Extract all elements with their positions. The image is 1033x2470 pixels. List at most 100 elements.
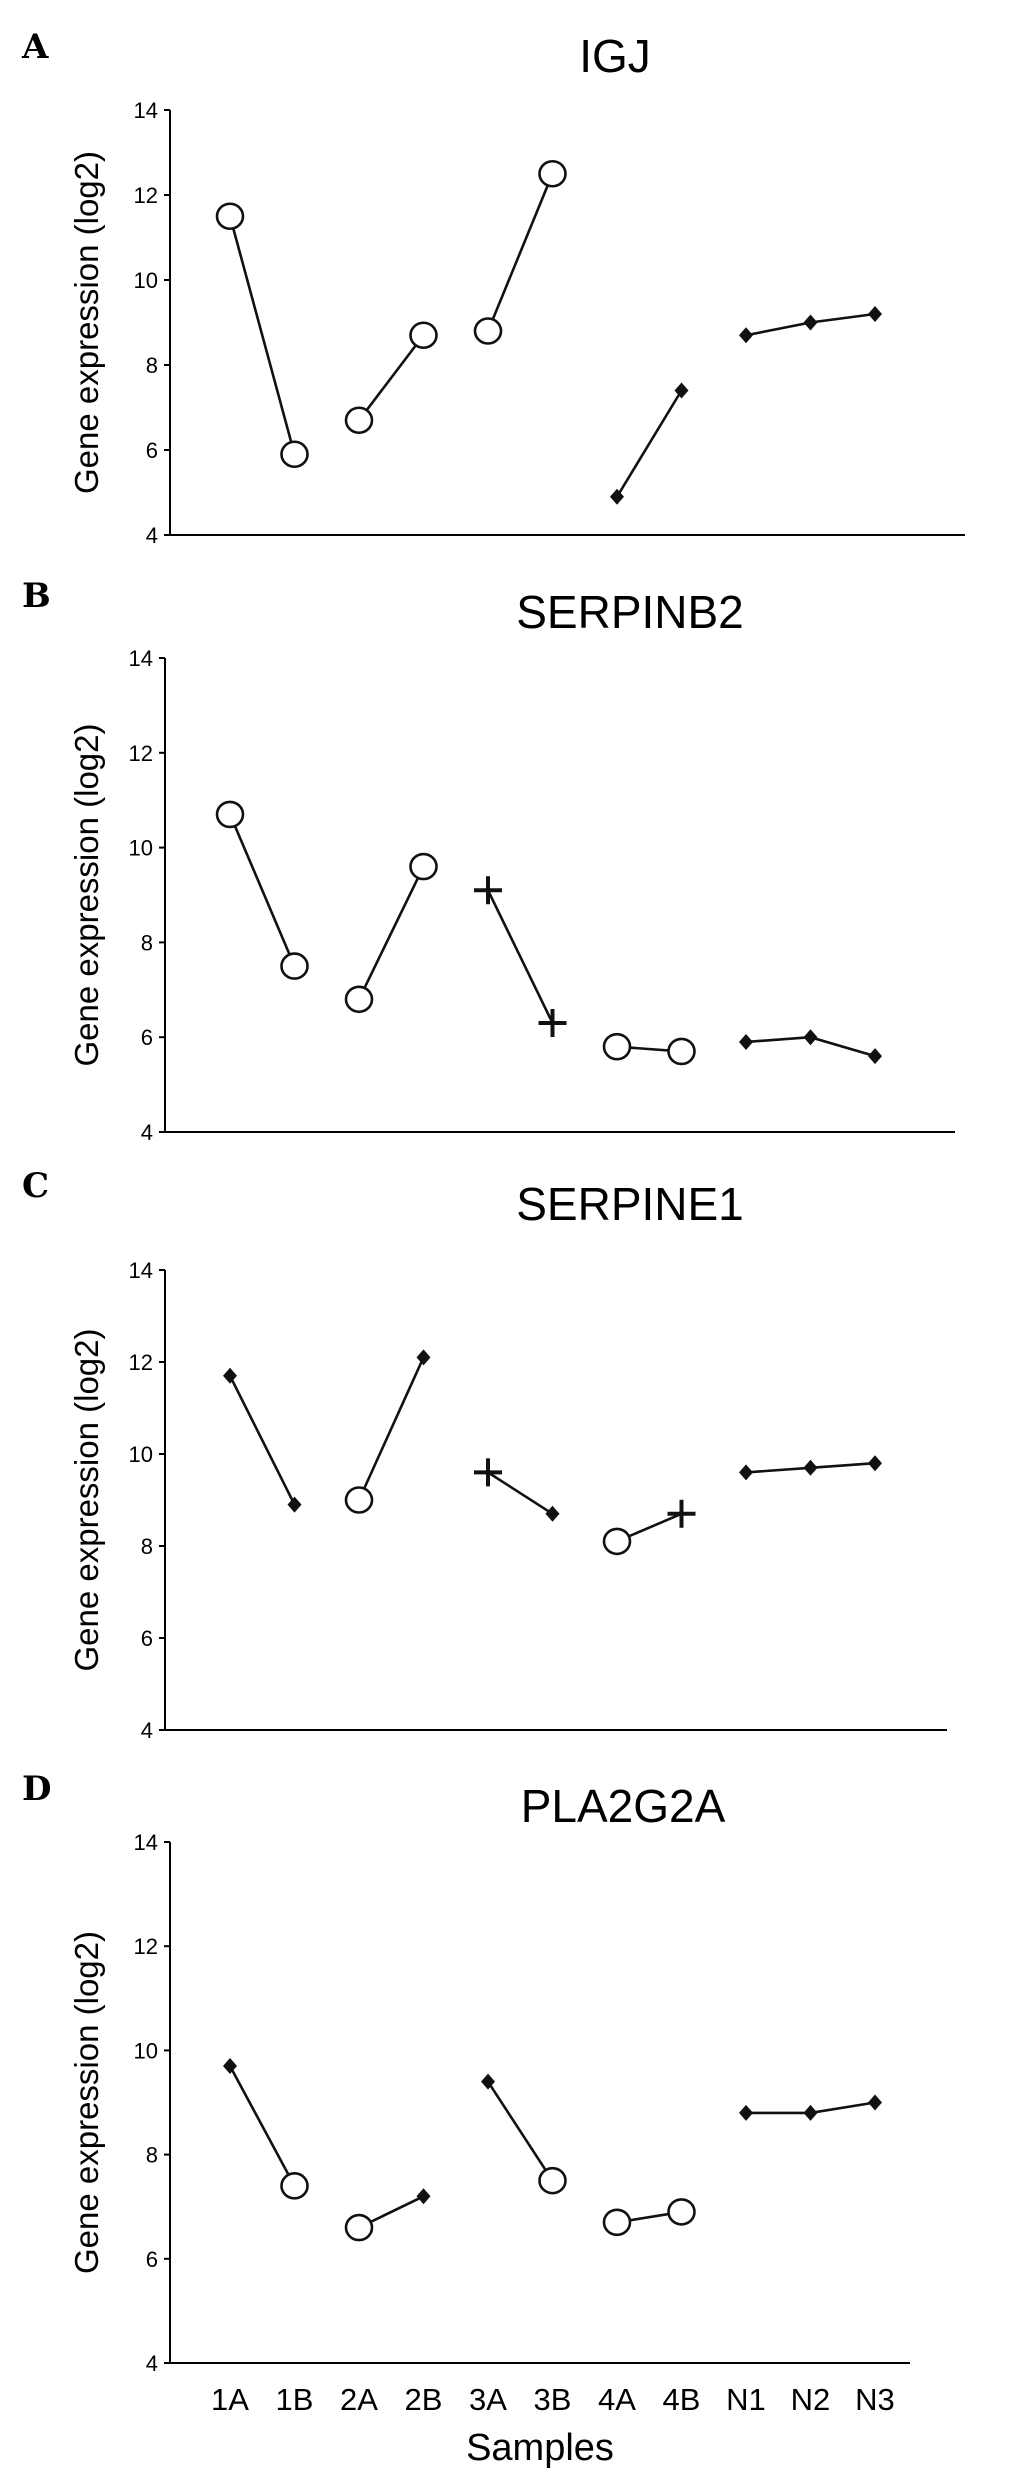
open-circle-marker bbox=[344, 406, 374, 435]
y-tick-label: 12 bbox=[129, 741, 153, 766]
filled-diamond-marker bbox=[803, 314, 818, 331]
chart-title: IGJ bbox=[579, 30, 651, 82]
panel-letter: D bbox=[22, 1769, 51, 1809]
filled-diamond-marker bbox=[739, 2104, 753, 2121]
series-line bbox=[357, 1356, 425, 1501]
filled-diamond-marker bbox=[416, 1349, 431, 1366]
series-line bbox=[486, 2080, 554, 2182]
x-tick-label: 1B bbox=[276, 2382, 314, 2417]
panel-letter: A bbox=[21, 27, 49, 67]
plus-marker bbox=[538, 1008, 567, 1037]
y-tick-label: 12 bbox=[134, 1934, 158, 1959]
panel-d: D PLA2G2A 4 6 8 10 12 14 Gene expression (log2) 1… bbox=[22, 1769, 910, 2469]
open-circle-marker bbox=[344, 1486, 374, 1514]
filled-diamond-marker bbox=[223, 2058, 237, 2075]
open-circle-marker bbox=[667, 1037, 696, 1066]
filled-diamond-marker bbox=[545, 1505, 560, 1522]
open-circle-marker bbox=[344, 985, 374, 1014]
filled-diamond-marker bbox=[674, 382, 689, 399]
y-tick-label: 4 bbox=[146, 2351, 158, 2376]
open-circle-marker bbox=[538, 159, 567, 188]
filled-diamond-marker bbox=[481, 2073, 495, 2090]
plus-marker bbox=[667, 1499, 696, 1528]
filled-diamond-marker bbox=[868, 1048, 882, 1065]
panel-c: C SERPINE1 4 6 8 10 12 14 Gene expression (log2) bbox=[22, 1166, 947, 1743]
y-tick-label: 10 bbox=[129, 836, 153, 861]
panel-a: A IGJ 4 6 8 10 12 14 Gene expression (log2) bbox=[21, 27, 965, 548]
y-axis-label: Gene expression (log2) bbox=[68, 151, 105, 494]
series-line bbox=[228, 1375, 296, 1506]
series-line bbox=[228, 215, 296, 455]
open-circle-marker bbox=[409, 321, 438, 350]
filled-diamond-marker bbox=[739, 327, 753, 344]
filled-diamond-marker bbox=[803, 2104, 818, 2121]
chart-title: PLA2G2A bbox=[521, 1780, 726, 1832]
x-tick-label: 3A bbox=[469, 2382, 507, 2417]
chart-title: SERPINE1 bbox=[516, 1178, 744, 1230]
y-tick-label: 10 bbox=[134, 2038, 158, 2063]
panel-b: B SERPINB2 4 6 8 10 12 14 Gene expression (log2) bbox=[22, 576, 955, 1145]
open-circle-marker bbox=[602, 1032, 632, 1061]
y-tick-label: 12 bbox=[129, 1350, 153, 1375]
filled-diamond-marker bbox=[868, 1455, 882, 1472]
y-tick-label: 10 bbox=[134, 268, 158, 293]
x-tick-label: 1A bbox=[211, 2382, 249, 2417]
series-line bbox=[228, 813, 296, 967]
series-line bbox=[357, 334, 425, 422]
y-axis-label: Gene expression (log2) bbox=[68, 1328, 105, 1671]
open-circle-marker bbox=[409, 852, 438, 881]
open-circle-marker bbox=[280, 952, 309, 980]
open-circle-marker bbox=[215, 202, 245, 231]
y-tick-label: 8 bbox=[146, 353, 158, 378]
filled-diamond-marker bbox=[803, 1029, 818, 1046]
y-tick-label: 6 bbox=[146, 438, 158, 463]
open-circle-marker bbox=[215, 800, 245, 829]
x-axis-label: Samples bbox=[466, 2427, 614, 2469]
open-circle-marker bbox=[602, 2208, 632, 2237]
series-line bbox=[487, 1471, 554, 1515]
series-line bbox=[486, 889, 554, 1024]
series-line bbox=[228, 2065, 296, 2187]
x-tick-label: 4B bbox=[663, 2382, 701, 2417]
open-circle-marker bbox=[280, 440, 309, 469]
series-line bbox=[615, 389, 683, 498]
y-axis-label: Gene expression (log2) bbox=[68, 723, 105, 1066]
filled-diamond-marker bbox=[868, 306, 882, 322]
y-tick-label: 10 bbox=[129, 1442, 153, 1467]
y-tick-label: 4 bbox=[141, 1718, 153, 1743]
y-tick-label: 8 bbox=[141, 1534, 153, 1559]
y-tick-label: 14 bbox=[129, 1258, 153, 1283]
filled-diamond-marker bbox=[610, 488, 624, 505]
filled-diamond-marker bbox=[223, 1367, 237, 1384]
open-circle-marker bbox=[344, 2213, 374, 2242]
panel-letter: C bbox=[22, 1166, 49, 1206]
y-tick-label: 4 bbox=[146, 523, 158, 548]
chart-title: SERPINB2 bbox=[516, 586, 744, 638]
y-axis-label: Gene expression (log2) bbox=[68, 1931, 105, 2274]
y-tick-label: 4 bbox=[141, 1120, 153, 1145]
filled-diamond-marker bbox=[868, 2094, 882, 2111]
y-tick-label: 6 bbox=[146, 2247, 158, 2272]
y-tick-label: 14 bbox=[134, 98, 158, 123]
x-tick-label: 2B bbox=[405, 2382, 443, 2417]
filled-diamond-marker bbox=[287, 1496, 302, 1513]
series-line bbox=[486, 173, 554, 332]
y-tick-label: 6 bbox=[141, 1025, 153, 1050]
open-circle-marker bbox=[538, 2166, 567, 2195]
filled-diamond-marker bbox=[739, 1033, 753, 1050]
y-tick-label: 14 bbox=[129, 646, 153, 671]
x-tick-label: 4A bbox=[598, 2382, 636, 2417]
open-circle-marker bbox=[667, 2198, 696, 2226]
open-circle-marker bbox=[473, 317, 503, 345]
plus-marker bbox=[474, 876, 502, 905]
series-line bbox=[357, 865, 425, 1000]
x-tick-label: N2 bbox=[791, 2382, 831, 2417]
x-tick-label: 3B bbox=[534, 2382, 572, 2417]
x-tick-label: N1 bbox=[726, 2382, 766, 2417]
panel-letter: B bbox=[22, 576, 51, 616]
x-tick-label: N3 bbox=[855, 2382, 895, 2417]
filled-diamond-marker bbox=[739, 1464, 753, 1481]
y-tick-label: 12 bbox=[134, 183, 158, 208]
y-tick-label: 14 bbox=[134, 1830, 158, 1855]
